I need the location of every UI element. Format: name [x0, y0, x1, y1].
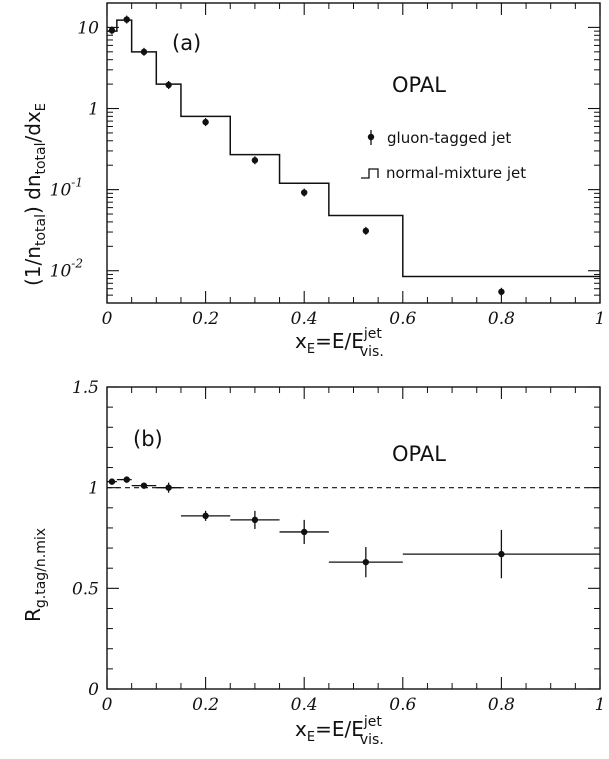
panel-b-brand: OPAL	[392, 442, 446, 466]
panel-a-histogram-line	[107, 19, 600, 278]
panel-b-x-tick-label: 0.6	[389, 695, 416, 715]
panel-b-x-tick-label: 0.8	[488, 695, 515, 715]
panel-a: (a) OPAL gluon-tagged jet normal-mixture…	[21, 2, 606, 360]
panel-b-y-tick-label: 0	[88, 680, 99, 700]
panel-b-point	[108, 478, 116, 485]
panel-a-point	[202, 118, 209, 126]
panel-a-x-tick-label: 0	[102, 309, 113, 329]
panel-a-x-tick-label: 1	[595, 309, 606, 329]
panel-a-point	[123, 16, 130, 23]
panel-b-point	[123, 476, 130, 483]
panel-a-y-tick-label: 1	[88, 100, 99, 120]
panel-b-y-tick-label: 1.5	[72, 378, 99, 398]
panel-b-point	[498, 550, 505, 558]
panel-b-point	[301, 528, 308, 536]
legend-label-gluon: gluon-tagged jet	[387, 129, 511, 147]
panel-b-tag: (b)	[133, 427, 163, 451]
panel-b-x-tick-label: 0	[102, 695, 113, 715]
panel-a-points	[108, 15, 505, 296]
panel-a-legend: gluon-tagged jet normal-mixture jet	[361, 129, 526, 182]
panel-a-brand: OPAL	[392, 73, 446, 97]
panel-b-point	[165, 484, 172, 491]
panel-a-point	[165, 81, 172, 89]
panel-b-y-tick-label: 0.5	[72, 579, 99, 599]
panel-b-x-tick-label: 0.4	[291, 695, 318, 715]
panel-b-frame	[106, 386, 601, 690]
panel-a-y-tick-label: 10-2	[50, 257, 83, 282]
panel-b-points	[107, 476, 600, 579]
panel-b-x-tick-label: 0.2	[192, 695, 219, 715]
panel-b-x-axis-label: xE=E/Ejet vis.	[295, 714, 384, 748]
panel-a-point	[251, 157, 259, 164]
panel-b-y-tick-label: 1	[88, 479, 99, 499]
panel-a-point	[301, 189, 308, 196]
panel-b-ticks: 0 0.2 0.4 0.6 0.8 1 0 0.5 1 1.5	[72, 378, 605, 715]
legend-marker-gluon-point	[367, 133, 375, 141]
panel-a-tag: (a)	[172, 31, 201, 55]
panel-a-x-tick-label: 0.8	[488, 309, 515, 329]
panel-b-y-axis-label: Rg.tag/n.mix	[21, 528, 49, 622]
panel-a-x-tick-label: 0.6	[389, 309, 416, 329]
panel-a-x-axis-label: xE=E/Ejet vis.	[295, 326, 384, 360]
panel-a-ticks: 0 0.2 0.4 0.6 0.8 1 10 1 10-1 10-2	[50, 3, 606, 329]
panel-a-histogram	[107, 19, 600, 278]
panel-a-point	[108, 27, 116, 34]
panel-a-y-axis-label: (1/ntotal) dntotal/dxE	[21, 103, 49, 286]
panel-a-point	[362, 227, 370, 235]
panel-a-x-tick-label: 0.2	[192, 309, 219, 329]
panel-b-point	[140, 482, 148, 489]
panel-b-point	[202, 512, 209, 520]
legend-marker-normal-histogram	[361, 168, 379, 179]
panel-b-x-tick-label: 1	[595, 695, 606, 715]
panel-a-y-tick-label: 10	[77, 18, 99, 38]
panel-a-x-tick-label: 0.4	[291, 309, 318, 329]
panel-b-point	[251, 516, 259, 524]
panel-a-y-tick-label: 10-1	[50, 176, 83, 201]
panel-b: (b) OPAL Rg.tag/n.mix xE=E/Ejet vis. 0 0.2…	[21, 378, 605, 748]
panel-a-point	[140, 48, 148, 56]
legend-label-normal: normal-mixture jet	[386, 164, 526, 182]
panel-a-point	[498, 288, 505, 295]
panel-b-point	[362, 558, 370, 566]
